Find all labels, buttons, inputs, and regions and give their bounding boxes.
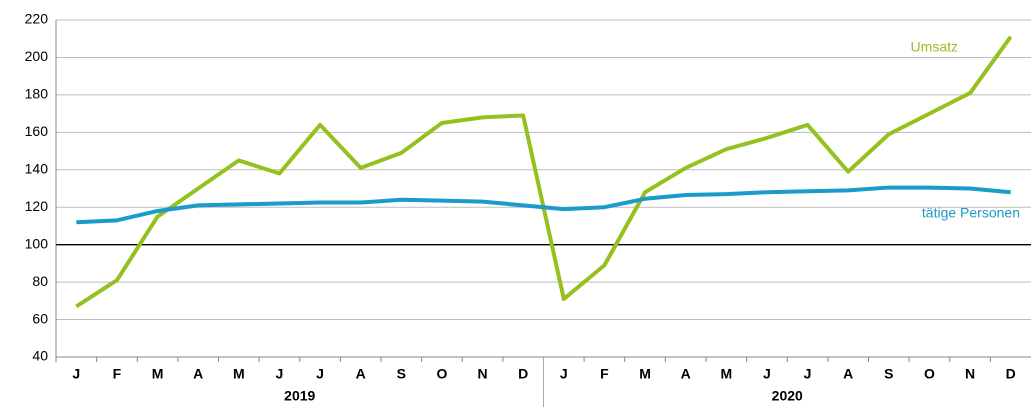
series-label: Umsatz <box>911 39 958 55</box>
y-tick-label: 160 <box>25 123 49 139</box>
x-tick-label: J <box>560 366 568 382</box>
x-tick-label: F <box>600 366 609 382</box>
x-tick-label: M <box>720 366 732 382</box>
y-tick-label: 200 <box>25 48 49 64</box>
y-tick-label: 220 <box>25 11 49 27</box>
x-tick-label: M <box>639 366 651 382</box>
x-tick-label: A <box>681 366 691 382</box>
y-tick-label: 120 <box>25 198 49 214</box>
x-tick-label: S <box>397 366 406 382</box>
x-tick-label: D <box>1006 366 1016 382</box>
x-tick-label: D <box>518 366 528 382</box>
series-label: tätige Personen <box>922 205 1020 221</box>
x-tick-label: O <box>924 366 935 382</box>
x-tick-label: F <box>113 366 122 382</box>
x-tick-label: N <box>965 366 975 382</box>
x-tick-label: J <box>72 366 80 382</box>
x-tick-label: J <box>276 366 284 382</box>
y-tick-label: 100 <box>25 235 49 251</box>
series-line <box>76 185 1011 225</box>
x-tick-label: A <box>843 366 853 382</box>
x-tick-label: A <box>193 366 203 382</box>
group-label: 2020 <box>772 388 803 404</box>
y-tick-label: 80 <box>32 273 48 289</box>
y-tick-label: 60 <box>32 310 48 326</box>
x-tick-label: J <box>763 366 771 382</box>
y-tick-label: 180 <box>25 86 49 102</box>
x-tick-label: S <box>884 366 893 382</box>
x-tick-label: M <box>152 366 164 382</box>
x-tick-label: M <box>233 366 245 382</box>
x-tick-label: O <box>436 366 447 382</box>
x-tick-label: A <box>356 366 366 382</box>
group-label: 2019 <box>284 388 315 404</box>
x-tick-label: J <box>316 366 324 382</box>
series-line <box>75 35 1013 309</box>
x-tick-label: N <box>478 366 488 382</box>
y-tick-label: 140 <box>25 160 49 176</box>
y-tick-label: 40 <box>32 348 48 364</box>
x-tick-label: J <box>804 366 812 382</box>
